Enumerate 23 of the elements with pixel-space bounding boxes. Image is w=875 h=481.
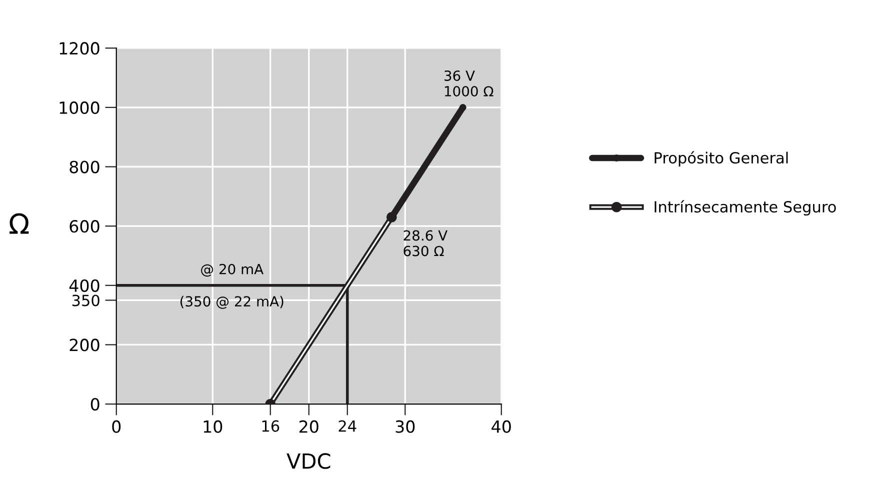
x-tick-label: 24 [338, 420, 356, 432]
y-tick-label: 1000 [60, 101, 100, 114]
x-tick-label: 40 [492, 420, 511, 433]
annotation: (350 @ 22 mA) [180, 296, 284, 309]
x-axis-title: VDC [286, 453, 330, 469]
x-tick-label: 0 [112, 420, 121, 433]
annotation: @ 20 mA [201, 264, 264, 277]
y-tick-label: 800 [70, 160, 100, 174]
x-tick-label: 30 [396, 420, 415, 433]
y-axis-title: Ω [10, 213, 29, 234]
legend-label: Intrínsecamente Seguro [654, 200, 836, 216]
legend-label: Propósito General [654, 151, 788, 167]
y-tick-label: 400 [69, 279, 100, 292]
x-tick-label: 20 [299, 420, 318, 433]
y-tick-label: 1200 [60, 42, 100, 55]
x-tick-label: 16 [262, 420, 280, 432]
y-tick-label: 0 [90, 398, 100, 411]
annotation: 36 V 1000 Ω [444, 70, 494, 97]
annotation: 28.6 V 630 Ω [404, 230, 448, 256]
x-tick-label: 10 [204, 420, 222, 433]
y-tick-label: 350 [72, 294, 100, 306]
y-tick-label: 200 [70, 338, 100, 352]
y-tick-label: 600 [70, 220, 100, 233]
